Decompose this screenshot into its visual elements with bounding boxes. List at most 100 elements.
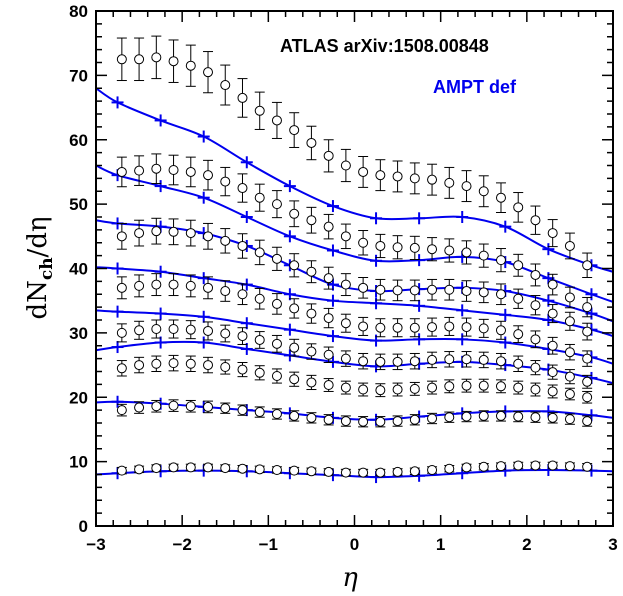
data-point [375, 170, 386, 181]
data-point [461, 322, 472, 333]
data-point [134, 464, 145, 475]
data-point [271, 199, 282, 210]
data-point [409, 173, 420, 184]
data-point [513, 202, 524, 213]
data-point [151, 324, 162, 335]
data-point [582, 416, 593, 427]
data-point [409, 242, 420, 253]
data-point [461, 462, 472, 473]
data-point [564, 414, 575, 425]
data-point [237, 405, 248, 416]
data-point [564, 347, 575, 358]
data-point [271, 253, 282, 264]
data-point [306, 346, 317, 357]
data-point [134, 165, 145, 176]
data-point [116, 282, 127, 293]
data-point [444, 354, 455, 365]
data-point [340, 318, 351, 329]
data-point [582, 353, 593, 364]
data-point [340, 416, 351, 427]
data-point [513, 260, 524, 271]
data-point [375, 467, 386, 478]
data-point [185, 280, 196, 291]
data-point [513, 382, 524, 393]
x-tick-label: 1 [436, 535, 445, 554]
data-point [409, 356, 420, 367]
data-point [392, 384, 403, 395]
data-point [203, 462, 214, 473]
data-point [582, 376, 593, 387]
data-point [375, 416, 386, 427]
data-point [547, 340, 558, 351]
data-point [203, 282, 214, 293]
data-point [478, 461, 489, 472]
data-point [168, 324, 179, 335]
data-point [168, 56, 179, 67]
data-point [358, 356, 369, 367]
data-point [151, 226, 162, 237]
y-axis-title-tail: /dη [23, 216, 53, 257]
data-point [547, 308, 558, 319]
data-series-5 [116, 354, 593, 404]
data-point [254, 334, 265, 345]
data-point [271, 371, 282, 382]
data-point [237, 240, 248, 251]
data-point [151, 401, 162, 412]
data-point [444, 463, 455, 474]
data-point [427, 413, 438, 424]
data-point [582, 326, 593, 337]
data-point [530, 384, 541, 395]
y-tick-label: 0 [79, 517, 88, 536]
x-axis-title: η [342, 563, 358, 593]
data-point [530, 412, 541, 423]
data-point [547, 367, 558, 378]
data-point [237, 364, 248, 375]
data-point [582, 461, 593, 472]
data-point [116, 465, 127, 476]
data-point [530, 362, 541, 373]
data-point [427, 382, 438, 393]
data-point [134, 280, 145, 291]
axis-ticks [95, 10, 614, 527]
data-point [237, 289, 248, 300]
data-point [116, 231, 127, 242]
y-tick-label: 80 [69, 2, 88, 21]
data-point [427, 464, 438, 475]
data-point [168, 462, 179, 473]
data-series-2 [116, 217, 593, 341]
y-axis-title: dNch/dη [23, 216, 57, 319]
data-point [495, 410, 506, 421]
data-point [358, 166, 369, 177]
data-point [358, 321, 369, 332]
data-point [254, 247, 265, 258]
data-point [358, 384, 369, 395]
data-point [495, 289, 506, 300]
data-point [358, 416, 369, 427]
data-point [564, 371, 575, 382]
data-point [116, 54, 127, 65]
data-series-3 [116, 273, 593, 367]
data-point [513, 329, 524, 340]
data-point [220, 463, 231, 474]
data-point [392, 416, 403, 427]
data-point [530, 334, 541, 345]
data-point [254, 293, 265, 304]
data-point [392, 285, 403, 296]
data-point [289, 208, 300, 219]
data-point [392, 322, 403, 333]
data-point [289, 374, 300, 385]
data-point [237, 331, 248, 342]
data-point [306, 308, 317, 319]
x-tick-label: 0 [350, 535, 359, 554]
y-axis-title-sub: ch [37, 257, 57, 280]
data-point [340, 279, 351, 290]
model-series-2 [95, 217, 614, 323]
data-point [340, 382, 351, 393]
data-point [547, 279, 558, 290]
data-point [444, 284, 455, 295]
data-point [134, 228, 145, 239]
annotation-atlas: ATLAS arXiv:1508.00848 [280, 36, 489, 56]
data-point [203, 170, 214, 181]
model-series-3 [95, 262, 614, 338]
